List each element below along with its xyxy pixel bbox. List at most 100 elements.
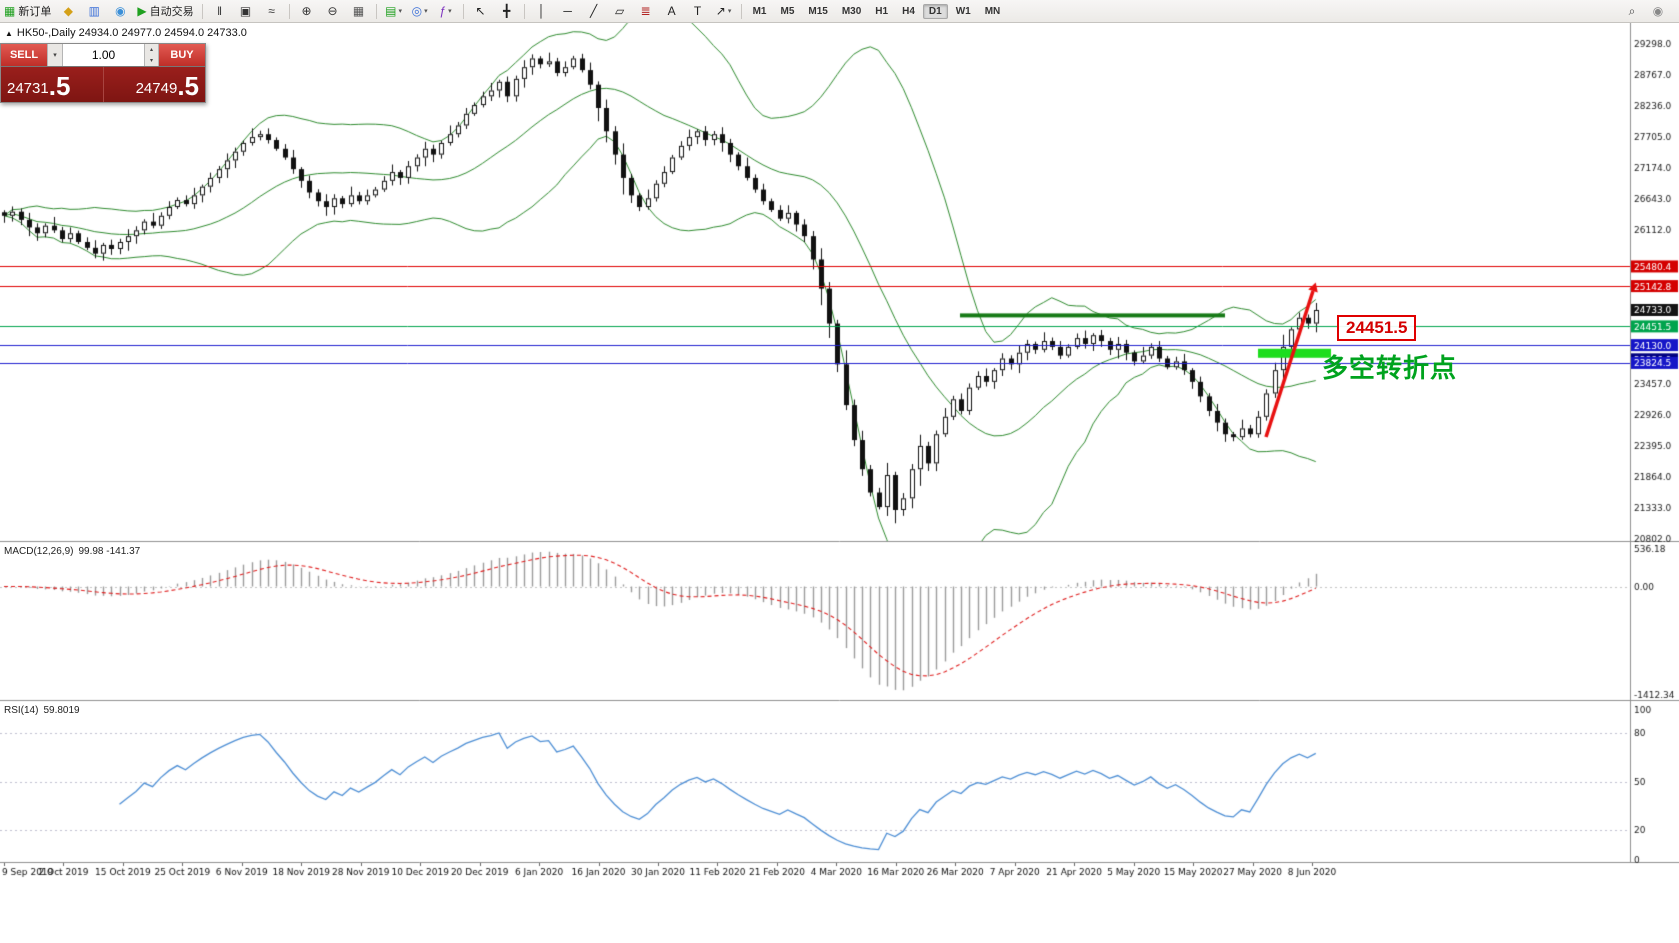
volume-up-icon[interactable]: ▴: [149, 46, 153, 53]
rsi-value: 59.8019: [43, 705, 80, 716]
autotrading-button[interactable]: ▶ 自动交易: [134, 1, 196, 21]
label-icon[interactable]: T: [686, 1, 710, 21]
volume-stepper[interactable]: ▴ ▾: [144, 44, 159, 66]
label-icon: T: [693, 4, 702, 18]
volume-input[interactable]: [63, 44, 144, 66]
symbol-ohlc-text: HK50-,Daily 24934.0 24977.0 24594.0 2473…: [16, 27, 247, 39]
turning-point-label[interactable]: 多空转折点: [1322, 353, 1458, 383]
timeframe-w1[interactable]: W1: [955, 5, 971, 17]
toolbar-separator: [375, 3, 377, 19]
crosshair-icon: ╋: [502, 4, 511, 18]
sell-price-frac: .5: [48, 71, 71, 101]
indicators-icon[interactable]: ƒ ▾: [434, 1, 458, 21]
channel-icon[interactable]: ▱: [608, 1, 632, 21]
timeframe-bar: M1 M5 M15 M30 H1 H4 D1 W1 MN: [737, 3, 1008, 19]
profiles-icon: ◎: [411, 4, 423, 18]
new-order-button-label: 新订单: [18, 6, 52, 18]
search-icon[interactable]: ⌕: [1620, 1, 1644, 21]
sell-price-main: 24731: [7, 79, 49, 97]
toolbar-separator: [462, 3, 464, 19]
timeframe-h4[interactable]: H4: [902, 5, 915, 17]
text-icon[interactable]: A: [660, 1, 684, 21]
indicators-icon: ƒ: [439, 4, 447, 18]
arrows-icon[interactable]: ↗ ▾: [712, 1, 736, 21]
timeframe-m5[interactable]: M5: [780, 5, 795, 17]
timeframe-h1[interactable]: H1: [875, 5, 889, 17]
arrows-icon-dropdown[interactable]: ▾: [727, 8, 732, 15]
chart-shift-icon: ◆: [63, 4, 73, 18]
new-chart-icon-dropdown[interactable]: ▾: [398, 8, 402, 15]
text-icon: A: [667, 4, 676, 18]
candlestick-chart-icon: ▣: [239, 4, 252, 18]
one-click-trading-widget: SELL ▾ ▴ ▾ BUY 24731.5 24749.5: [0, 43, 206, 103]
chart-shift-icon[interactable]: ◆: [56, 1, 80, 21]
timeframe-m15[interactable]: M15: [808, 5, 828, 17]
profiles-icon[interactable]: ◎ ▾: [408, 1, 432, 21]
horizontal-line-icon[interactable]: ─: [556, 1, 580, 21]
navigator-icon[interactable]: ◉: [108, 1, 132, 21]
trendline-icon: ╱: [589, 4, 598, 18]
data-window-icon: ▥: [88, 4, 101, 18]
sell-price[interactable]: 24731.5: [1, 67, 103, 102]
buy-price[interactable]: 24749.5: [102, 67, 206, 102]
timeframe-m1[interactable]: M1: [752, 5, 767, 17]
rsi-indicator-label: RSI(14) 59.8019: [4, 705, 80, 716]
new-chart-icon[interactable]: ▤ ▾: [382, 1, 406, 21]
cursor-icon: ↖: [475, 4, 486, 18]
order-options-dropdown[interactable]: ▾: [47, 44, 63, 66]
buy-price-main: 24749: [135, 79, 178, 97]
toolbar-separator: [523, 3, 525, 19]
tile-windows-icon[interactable]: ▦: [347, 1, 371, 21]
trendline-icon[interactable]: ╱: [582, 1, 606, 21]
autotrading-button: ▶: [137, 4, 147, 18]
toolbar-separator: [740, 3, 742, 19]
timeframe-m30[interactable]: M30: [841, 5, 862, 17]
cursor-icon[interactable]: ↖: [469, 1, 493, 21]
toolbar-items: ▦ 新订单 ◆ ▥ ◉ ▶ 自动交易 ‖ ▣ ≈ ⊕ ⊖ ▦ ▤ ▾ ◎ ▾ ƒ ▾ ↖ ╋ │ ─ ╱ ▱ ≣ A T ↗ ▾: [0, 1, 737, 21]
symbol-info: ▲ HK50-,Daily 24934.0 24977.0 24594.0 247…: [5, 27, 247, 39]
profiles-icon-dropdown[interactable]: ▾: [424, 8, 428, 15]
new-order-button[interactable]: ▦ 新订单: [1, 1, 54, 21]
buy-price-frac: .5: [177, 71, 199, 101]
new-order-button: ▦: [4, 4, 16, 18]
community-icon[interactable]: ◉: [1646, 1, 1670, 21]
symbol-collapse-icon[interactable]: ▲: [5, 29, 13, 38]
tile-windows-icon: ▦: [352, 4, 365, 18]
data-window-icon[interactable]: ▥: [82, 1, 106, 21]
bar-chart-icon[interactable]: ‖: [208, 1, 232, 21]
new-chart-icon: ▤: [385, 4, 397, 18]
price-callout[interactable]: 24451.5: [1337, 315, 1417, 341]
line-chart-icon[interactable]: ≈: [260, 1, 284, 21]
macd-name: MACD(12,26,9): [4, 546, 74, 557]
zoom-out-icon[interactable]: ⊖: [321, 1, 345, 21]
zoom-out-icon: ⊖: [327, 4, 338, 18]
navigator-icon: ◉: [115, 4, 126, 18]
horizontal-line-icon: ─: [563, 4, 572, 18]
volume-down-icon[interactable]: ▾: [149, 57, 153, 64]
search-icon: ⌕: [1628, 4, 1636, 18]
crosshair-icon[interactable]: ╋: [495, 1, 519, 21]
zoom-in-icon: ⊕: [301, 4, 312, 18]
line-chart-icon: ≈: [268, 4, 275, 18]
toolbar-right-icons: ⌕ ◉: [1619, 1, 1671, 21]
bar-chart-icon: ‖: [217, 4, 223, 18]
macd-indicator-label: MACD(12,26,9) 99.98 -141.37: [4, 546, 140, 557]
zoom-in-icon[interactable]: ⊕: [295, 1, 319, 21]
community-icon: ◉: [1652, 4, 1664, 18]
buy-button[interactable]: BUY: [159, 44, 205, 66]
fibonacci-icon[interactable]: ≣: [634, 1, 658, 21]
timeframe-mn[interactable]: MN: [984, 5, 1001, 17]
sell-button[interactable]: SELL: [1, 44, 47, 66]
vertical-line-icon: │: [537, 4, 546, 18]
toolbar-separator: [201, 3, 203, 19]
arrows-icon: ↗: [715, 4, 726, 18]
candlestick-chart-icon[interactable]: ▣: [234, 1, 258, 21]
timeframe-d1[interactable]: D1: [922, 3, 948, 19]
toolbar-separator: [288, 3, 290, 19]
indicators-icon-dropdown[interactable]: ▾: [448, 8, 452, 15]
channel-icon: ▱: [614, 4, 625, 18]
fibonacci-icon: ≣: [640, 4, 651, 18]
toolbar: ▦ 新订单 ◆ ▥ ◉ ▶ 自动交易 ‖ ▣ ≈ ⊕ ⊖ ▦ ▤ ▾ ◎ ▾ ƒ ▾ ↖ ╋ │ ─ ╱ ▱ ≣ A T ↗ ▾ M1 M5…: [0, 0, 1679, 23]
vertical-line-icon[interactable]: │: [530, 1, 554, 21]
